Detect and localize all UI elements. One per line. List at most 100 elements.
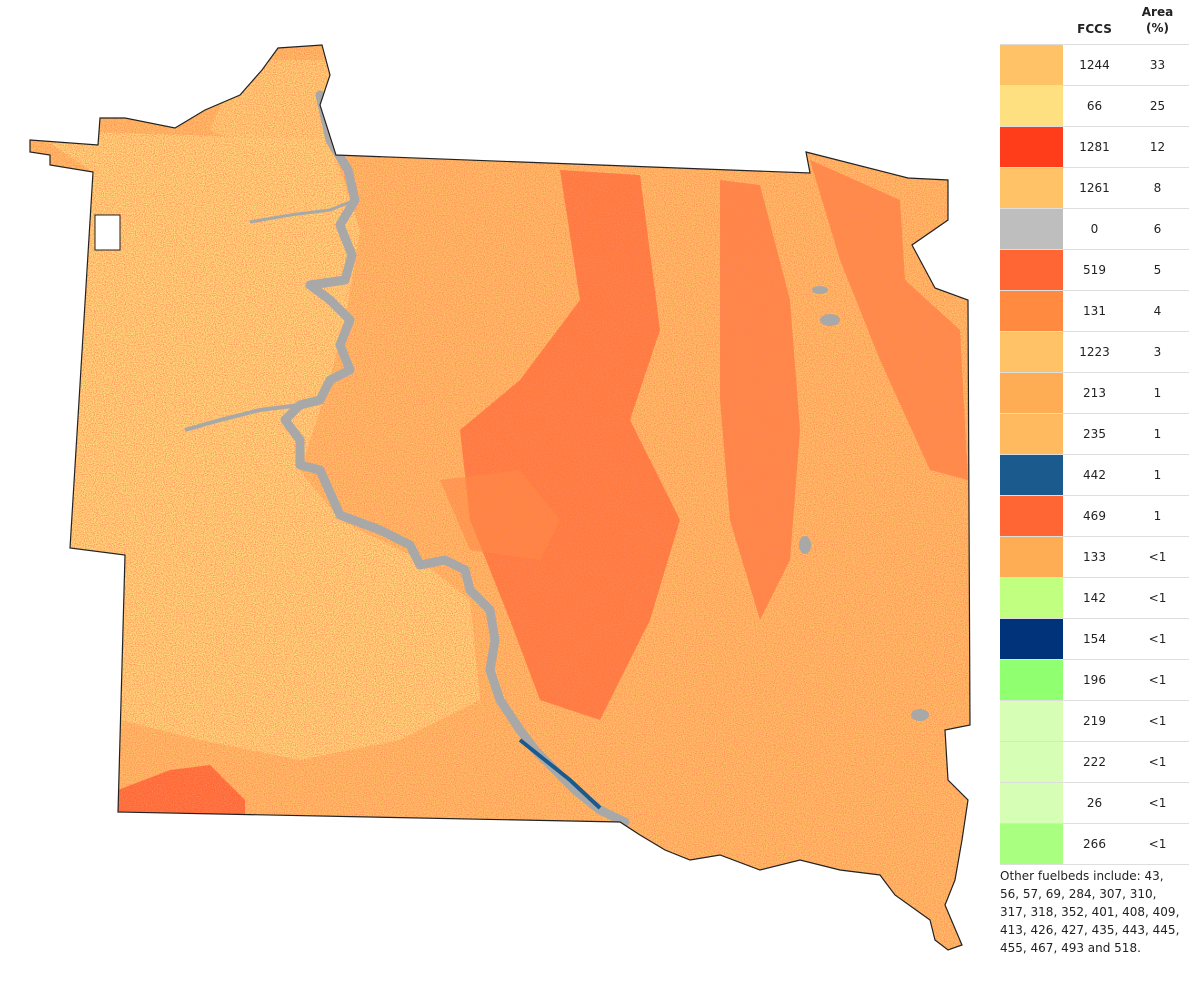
legend-area-percent: 5 xyxy=(1153,263,1162,277)
legend-row: 1223 3 xyxy=(1000,332,1189,373)
legend-row: 222 <1 xyxy=(1000,742,1189,783)
legend-area-percent: 6 xyxy=(1153,222,1162,236)
legend-row: 219 <1 xyxy=(1000,701,1189,742)
legend-fccs-code: 1244 xyxy=(1079,58,1110,72)
water-body xyxy=(911,709,929,721)
fuelbed-map xyxy=(29,44,971,951)
legend-fccs-code: 0 xyxy=(1090,222,1099,236)
legend-row: 196 <1 xyxy=(1000,660,1189,701)
legend-swatch xyxy=(1000,578,1063,618)
legend-header-fccs: FCCS xyxy=(1077,22,1112,36)
legend-fccs-code: 131 xyxy=(1083,304,1106,318)
excluded-area xyxy=(94,214,121,251)
legend-fccs-code: 154 xyxy=(1083,632,1106,646)
legend-row: 1281 12 xyxy=(1000,127,1189,168)
legend-fccs-code: 235 xyxy=(1083,427,1106,441)
legend-swatch xyxy=(1000,414,1063,454)
legend-fccs-code: 442 xyxy=(1083,468,1106,482)
legend-area-percent: 12 xyxy=(1149,140,1166,154)
legend-swatch xyxy=(1000,373,1063,413)
county-boundary xyxy=(29,44,971,951)
legend-swatch xyxy=(1000,742,1063,782)
legend-swatch xyxy=(1000,168,1063,208)
legend-header-area-line1: Area xyxy=(1141,5,1174,19)
legend-row: 266 <1 xyxy=(1000,824,1189,865)
legend-swatch xyxy=(1000,250,1063,290)
legend-area-percent: <1 xyxy=(1148,673,1167,687)
legend-row: 1261 8 xyxy=(1000,168,1189,209)
wetland-fuelbed-442 xyxy=(518,738,602,810)
legend-swatch xyxy=(1000,619,1063,659)
legend-header-area-line2: (%) xyxy=(1146,21,1169,35)
legend-area-percent: <1 xyxy=(1148,591,1167,605)
legend-row: 142 <1 xyxy=(1000,578,1189,619)
legend-area-percent: 4 xyxy=(1153,304,1162,318)
legend-fccs-code: 1223 xyxy=(1079,345,1110,359)
legend-row: 26 <1 xyxy=(1000,783,1189,824)
legend-swatch xyxy=(1000,701,1063,741)
legend-header-area: Area (%) xyxy=(1126,4,1189,44)
legend-fccs-code: 26 xyxy=(1086,796,1103,810)
river xyxy=(280,90,630,827)
legend-swatch xyxy=(1000,45,1063,85)
legend-fccs-code: 519 xyxy=(1083,263,1106,277)
legend-swatch xyxy=(1000,537,1063,577)
legend-row: 235 1 xyxy=(1000,414,1189,455)
legend-row: 133 <1 xyxy=(1000,537,1189,578)
legend-area-percent: 8 xyxy=(1153,181,1162,195)
legend-row: 131 4 xyxy=(1000,291,1189,332)
legend-fccs-code: 1261 xyxy=(1079,181,1110,195)
legend-swatch xyxy=(1000,127,1063,167)
legend-area-percent: <1 xyxy=(1148,755,1167,769)
legend-rows: 1244 33 66 25 1281 12 1261 8 0 6 519 5 131 4 1223 3 213 1… xyxy=(1000,45,1189,865)
legend-area-percent: 3 xyxy=(1153,345,1162,359)
legend-area-percent: 25 xyxy=(1149,99,1166,113)
legend-row: 442 1 xyxy=(1000,455,1189,496)
legend-note: Other fuelbeds include: 43, 56, 57, 69, … xyxy=(1000,869,1180,955)
river-branch xyxy=(184,403,301,432)
legend-fccs-code: 66 xyxy=(1086,99,1103,113)
river-branch-north xyxy=(249,198,356,224)
legend-row: 469 1 xyxy=(1000,496,1189,537)
legend-header: FCCS Area (%) xyxy=(1000,0,1189,45)
legend-swatch xyxy=(1000,783,1063,823)
legend-fccs-code: 266 xyxy=(1083,837,1106,851)
legend-area-percent: <1 xyxy=(1148,796,1167,810)
legend-swatch xyxy=(1000,660,1063,700)
fuelbed-raster xyxy=(30,45,970,950)
legend-swatch xyxy=(1000,496,1063,536)
legend-swatch xyxy=(1000,332,1063,372)
legend-row: 519 5 xyxy=(1000,250,1189,291)
legend-swatch xyxy=(1000,86,1063,126)
legend-fccs-code: 469 xyxy=(1083,509,1106,523)
legend-row: 66 25 xyxy=(1000,86,1189,127)
legend-area-percent: 33 xyxy=(1149,58,1166,72)
legend-fccs-code: 196 xyxy=(1083,673,1106,687)
legend-fccs-code: 219 xyxy=(1083,714,1106,728)
legend-area-percent: 1 xyxy=(1153,427,1162,441)
water-body xyxy=(799,536,811,554)
legend-fccs-code: 213 xyxy=(1083,386,1106,400)
legend-fccs-code: 222 xyxy=(1083,755,1106,769)
legend-row: 1244 33 xyxy=(1000,45,1189,86)
legend-fccs-code: 1281 xyxy=(1079,140,1110,154)
legend-swatch xyxy=(1000,209,1063,249)
legend-row: 213 1 xyxy=(1000,373,1189,414)
legend-area-percent: <1 xyxy=(1148,837,1167,851)
legend-swatch xyxy=(1000,291,1063,331)
legend-area-percent: 1 xyxy=(1153,468,1162,482)
legend-fccs-code: 133 xyxy=(1083,550,1106,564)
legend-area-percent: 1 xyxy=(1153,386,1162,400)
legend-area-percent: <1 xyxy=(1148,714,1167,728)
legend: FCCS Area (%) 1244 33 66 25 1281 12 1261 8 0 6 519… xyxy=(1000,0,1189,957)
legend-swatch xyxy=(1000,455,1063,495)
water-body xyxy=(820,314,840,326)
legend-area-percent: <1 xyxy=(1148,550,1167,564)
legend-area-percent: <1 xyxy=(1148,632,1167,646)
legend-swatch xyxy=(1000,824,1063,864)
speckle-texture xyxy=(30,45,970,950)
legend-area-percent: 1 xyxy=(1153,509,1162,523)
water-body xyxy=(812,286,828,294)
legend-fccs-code: 142 xyxy=(1083,591,1106,605)
